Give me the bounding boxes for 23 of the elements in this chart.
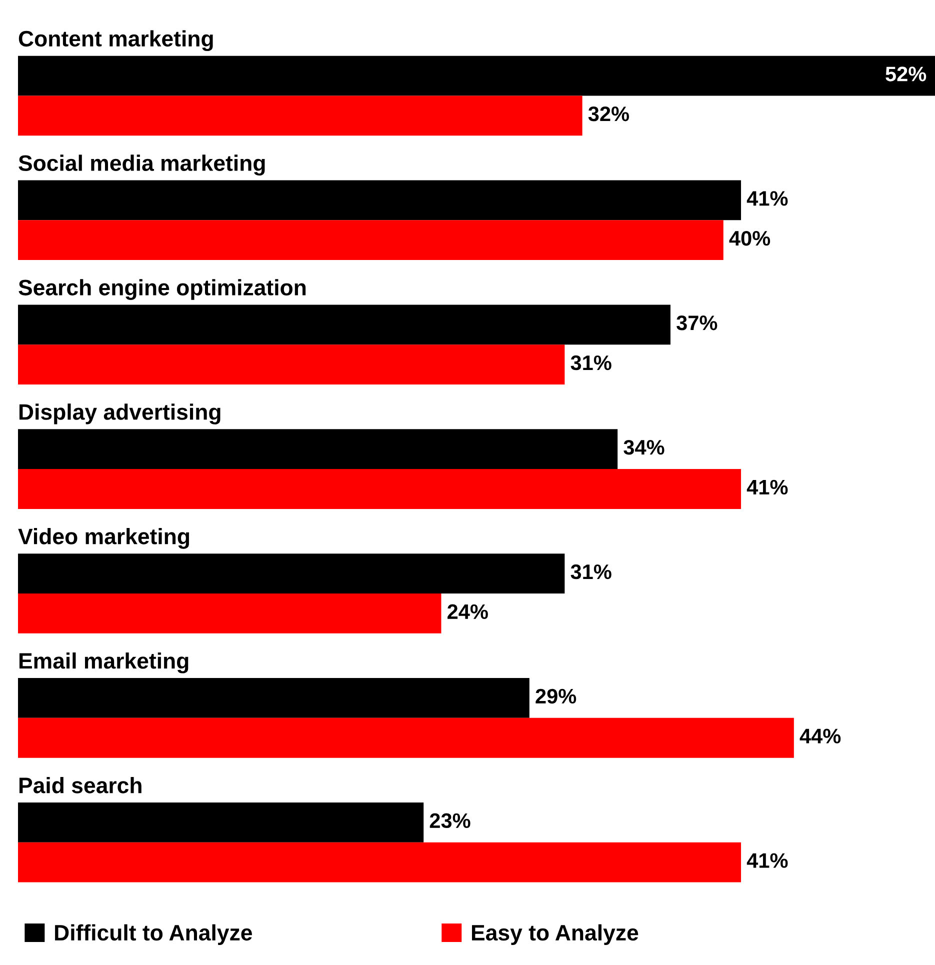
data-label: 41% <box>746 480 788 495</box>
legend-label: Difficult to Analyze <box>55 924 252 945</box>
data-label: 24% <box>448 604 488 619</box>
data-label: 41% <box>746 853 788 868</box>
data-label: 32% <box>588 106 630 122</box>
y-tick-label: Social media marketing <box>18 154 265 176</box>
data-label: 41% <box>746 191 788 206</box>
y-tick-label: Display advertising <box>19 404 220 424</box>
data-label: 44% <box>800 728 841 744</box>
y-tick-label: Paid search <box>19 776 142 794</box>
y-tick-label: Email marketing <box>19 652 188 674</box>
data-label: 23% <box>430 813 470 828</box>
data-label: 29% <box>536 688 576 704</box>
data-label: 37% <box>676 316 718 330</box>
data-label: 31% <box>570 355 612 370</box>
y-tick-label: Search engine optimization <box>18 279 306 300</box>
legend-label: Easy to Analyze <box>472 924 638 945</box>
data-label: 40% <box>729 230 770 246</box>
data-label: 34% <box>624 440 664 455</box>
data-label: 31% <box>570 564 612 580</box>
data-label: 52% <box>886 66 926 82</box>
y-tick-label: Content marketing <box>18 30 213 52</box>
y-tick-label: Video marketing <box>18 528 190 549</box>
